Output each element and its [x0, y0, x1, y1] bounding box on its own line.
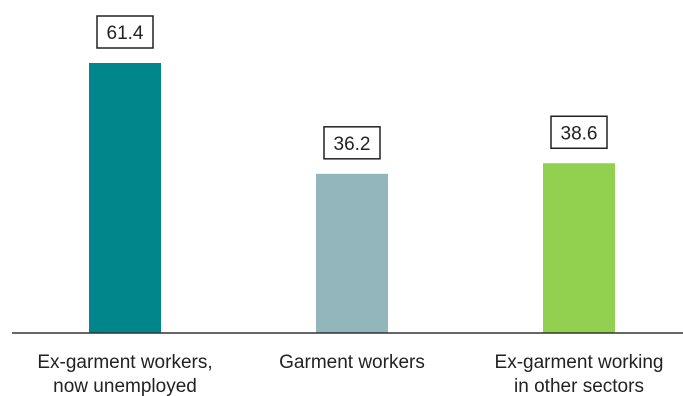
data-label-text: 61.4 [107, 23, 144, 44]
bar-3 [543, 163, 615, 333]
category-label-line: Ex-garment workers, [37, 352, 212, 373]
data-label-box [323, 126, 381, 160]
data-label-box [550, 115, 608, 150]
data-label-2: 36.2 [323, 126, 381, 160]
value-labels-group: 61.4 36.2 38.6 [96, 15, 608, 160]
category-label-1: Ex-garment workers, now unemployed [37, 352, 212, 396]
category-label-line: Garment workers [279, 352, 425, 373]
category-label-3: Ex-garment working in other sectors [495, 352, 664, 396]
category-label-line: Ex-garment working [495, 352, 664, 373]
category-labels-group: Ex-garment workers, now unemployed Garment… [37, 352, 663, 396]
category-label-line: in other sectors [514, 376, 644, 396]
data-label-box [96, 15, 154, 49]
bar-2 [316, 173, 388, 333]
data-label-1: 61.4 [96, 15, 154, 49]
bars-group [89, 63, 615, 333]
data-label-3: 38.6 [550, 115, 608, 150]
data-label-text: 38.6 [561, 123, 598, 144]
data-label-text: 36.2 [334, 134, 371, 155]
category-label-line: now unemployed [53, 376, 197, 396]
bar-1 [89, 63, 161, 333]
category-label-2: Garment workers [279, 352, 425, 373]
